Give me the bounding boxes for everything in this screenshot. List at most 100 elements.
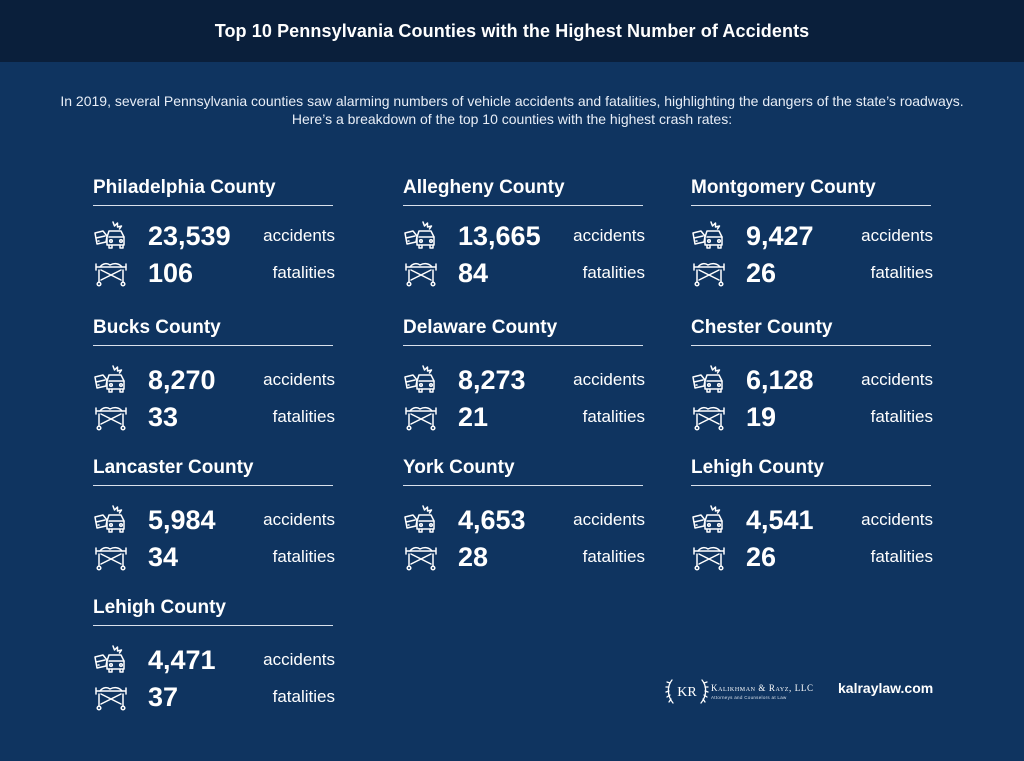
accidents-count: 13,665 xyxy=(458,221,541,251)
county-name: Montgomery County xyxy=(691,177,876,198)
divider xyxy=(403,345,643,346)
fatalities-count: 84 xyxy=(458,258,489,288)
accidents-count: 4,653 xyxy=(458,505,526,535)
county-card: Lehigh County 4,541 accidents 26 fatalit… xyxy=(691,457,933,572)
car-crash-icon xyxy=(691,363,727,397)
fatalities-label: fatalities xyxy=(870,547,933,566)
county-name: Delaware County xyxy=(403,317,558,338)
county-card: Chester County 6,128 accidents 19 fatali… xyxy=(691,317,933,432)
county-card: Delaware County 8,273 accidents 21 fatal… xyxy=(403,317,645,432)
fatalities-row: 28 fatalities xyxy=(403,540,645,574)
county-card: Allegheny County 13,665 accidents 84 fat… xyxy=(403,177,645,290)
page-title: Top 10 Pennsylvania Counties with the Hi… xyxy=(214,20,810,41)
fatalities-count: 19 xyxy=(746,402,777,432)
accidents-label: accidents xyxy=(573,510,645,529)
accidents-count: 4,471 xyxy=(148,645,216,675)
divider xyxy=(93,625,333,626)
fatalities-label: fatalities xyxy=(582,263,645,282)
county-card: Lehigh County 4,471 accidents 37 fatalit… xyxy=(93,597,335,712)
accidents-count: 5,984 xyxy=(148,505,216,535)
car-crash-icon xyxy=(403,363,439,397)
county-name: Lehigh County xyxy=(691,457,824,478)
fatalities-label: fatalities xyxy=(272,687,335,706)
fatalities-count: 26 xyxy=(746,258,777,288)
accidents-label: accidents xyxy=(573,226,645,245)
fatalities-row: 26 fatalities xyxy=(691,256,933,290)
fatalities-row: 84 fatalities xyxy=(403,256,645,290)
stretcher-icon xyxy=(93,256,129,290)
county-name: Philadelphia County xyxy=(93,177,276,198)
fatalities-count: 34 xyxy=(148,542,179,572)
stretcher-icon xyxy=(691,540,727,574)
car-crash-icon xyxy=(93,219,129,253)
county-name: York County xyxy=(403,457,515,478)
firm-logo: KR Kalikhman & Rayz, LLC Attorneys and C… xyxy=(664,674,824,708)
county-card: Lancaster County 5,984 accidents 34 fata… xyxy=(93,457,335,572)
county-card: Montgomery County 9,427 accidents 26 fat… xyxy=(691,177,933,290)
divider xyxy=(93,345,333,346)
stretcher-icon xyxy=(93,540,129,574)
fatalities-label: fatalities xyxy=(582,407,645,426)
stretcher-icon xyxy=(403,256,439,290)
accidents-row: 4,471 accidents xyxy=(93,643,335,677)
divider xyxy=(93,205,333,206)
accidents-label: accidents xyxy=(861,226,933,245)
fatalities-label: fatalities xyxy=(582,547,645,566)
accidents-count: 23,539 xyxy=(148,221,231,251)
accidents-label: accidents xyxy=(263,510,335,529)
car-crash-icon xyxy=(93,363,129,397)
accidents-label: accidents xyxy=(263,650,335,669)
accidents-row: 5,984 accidents xyxy=(93,503,335,537)
accidents-label: accidents xyxy=(263,226,335,245)
fatalities-label: fatalities xyxy=(870,263,933,282)
fatalities-row: 26 fatalities xyxy=(691,540,933,574)
fatalities-count: 106 xyxy=(148,258,194,288)
county-name: Allegheny County xyxy=(403,177,565,198)
fatalities-count: 21 xyxy=(458,402,489,432)
county-name: Lancaster County xyxy=(93,457,254,478)
fatalities-row: 19 fatalities xyxy=(691,400,933,434)
fatalities-row: 21 fatalities xyxy=(403,400,645,434)
fatalities-count: 28 xyxy=(458,542,489,572)
county-name: Bucks County xyxy=(93,317,221,338)
intro-line-1: In 2019, several Pennsylvania counties s… xyxy=(60,93,964,109)
firm-name: Kalikhman & Rayz, LLC xyxy=(711,683,814,693)
accidents-row: 9,427 accidents xyxy=(691,219,933,253)
stretcher-icon xyxy=(691,256,727,290)
fatalities-label: fatalities xyxy=(272,407,335,426)
car-crash-icon xyxy=(403,503,439,537)
stretcher-icon xyxy=(403,400,439,434)
car-crash-icon xyxy=(93,643,129,677)
accidents-label: accidents xyxy=(861,510,933,529)
stretcher-icon xyxy=(93,680,129,714)
divider xyxy=(93,485,333,486)
website-link[interactable]: kalraylaw.com xyxy=(838,680,934,696)
fatalities-row: 37 fatalities xyxy=(93,680,335,714)
stretcher-icon xyxy=(403,540,439,574)
accidents-count: 6,128 xyxy=(746,365,814,395)
divider xyxy=(403,485,643,486)
accidents-label: accidents xyxy=(573,370,645,389)
county-name: Lehigh County xyxy=(93,597,226,618)
accidents-label: accidents xyxy=(263,370,335,389)
accidents-count: 4,541 xyxy=(746,505,814,535)
accidents-row: 4,653 accidents xyxy=(403,503,645,537)
accidents-row: 13,665 accidents xyxy=(403,219,645,253)
county-card: Philadelphia County 23,539 accidents 106… xyxy=(93,177,335,290)
fatalities-count: 33 xyxy=(148,402,179,432)
intro-line-2: Here’s a breakdown of the top 10 countie… xyxy=(291,111,733,127)
fatalities-count: 26 xyxy=(746,542,777,572)
accidents-count: 8,273 xyxy=(458,365,526,395)
stretcher-icon xyxy=(93,400,129,434)
car-crash-icon xyxy=(93,503,129,537)
fatalities-count: 37 xyxy=(148,682,179,712)
car-crash-icon xyxy=(691,503,727,537)
county-card: Bucks County 8,270 accidents 33 fataliti… xyxy=(93,317,335,432)
logo-monogram: KR xyxy=(677,685,697,700)
county-card: York County 4,653 accidents 28 fatalitie… xyxy=(403,457,645,572)
fatalities-row: 34 fatalities xyxy=(93,540,335,574)
accidents-count: 9,427 xyxy=(746,221,814,251)
stretcher-icon xyxy=(691,400,727,434)
divider xyxy=(403,205,643,206)
fatalities-row: 106 fatalities xyxy=(93,256,335,290)
